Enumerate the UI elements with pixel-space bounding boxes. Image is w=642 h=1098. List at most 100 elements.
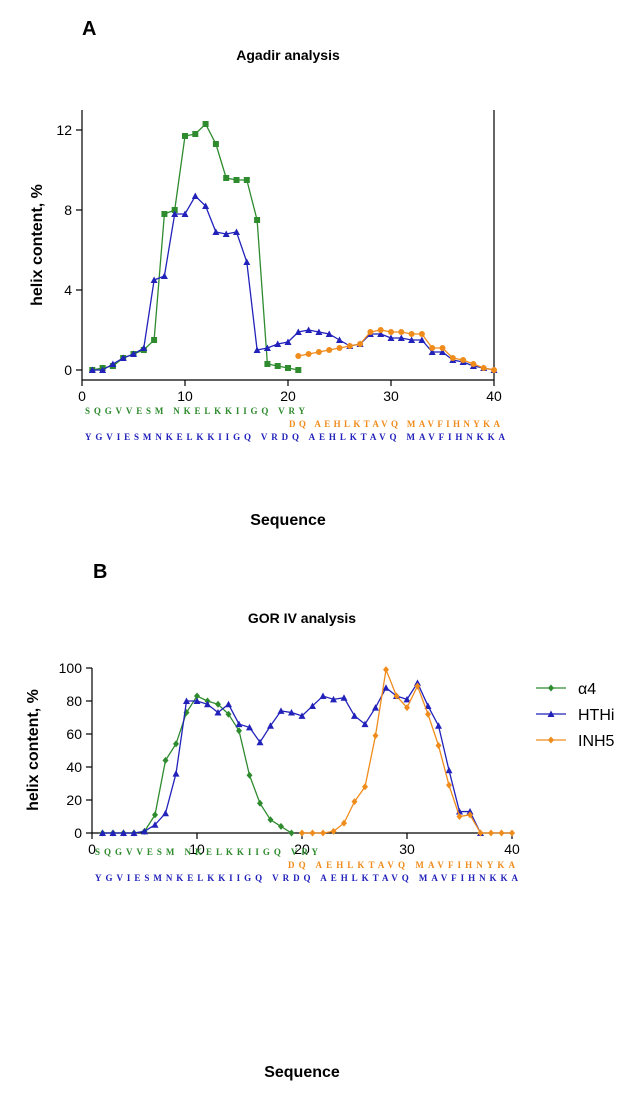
marker	[181, 210, 189, 217]
marker	[264, 361, 271, 367]
x-tick-label: 10	[189, 841, 205, 857]
x-tick-label: 30	[383, 388, 399, 404]
marker	[404, 704, 410, 712]
marker	[298, 712, 306, 719]
x-tick-label: 20	[294, 841, 310, 857]
marker	[305, 326, 313, 333]
y-axis-label: helix content, %	[25, 689, 42, 811]
marker	[212, 228, 220, 235]
marker	[141, 827, 148, 835]
marker	[330, 695, 337, 703]
marker	[445, 766, 453, 774]
marker	[172, 770, 180, 777]
series-line	[92, 194, 495, 371]
series-line	[92, 122, 299, 371]
marker	[446, 781, 452, 789]
marker	[408, 336, 416, 343]
marker	[99, 366, 107, 373]
marker	[367, 329, 374, 335]
marker	[414, 679, 421, 686]
marker	[151, 337, 158, 343]
marker	[246, 723, 253, 731]
y-tick-label: 4	[64, 282, 72, 298]
marker	[288, 709, 295, 716]
y-tick-label: 100	[59, 660, 83, 676]
marker	[449, 355, 456, 361]
marker	[498, 829, 505, 837]
marker	[509, 829, 515, 837]
marker	[233, 228, 240, 235]
marker	[233, 177, 240, 183]
marker	[435, 722, 442, 729]
y-axis-label: helix content, %	[29, 184, 46, 306]
marker	[320, 829, 326, 837]
marker	[388, 329, 394, 335]
marker	[202, 121, 209, 127]
marker	[319, 692, 327, 700]
series-line	[102, 695, 292, 834]
marker	[480, 365, 487, 371]
marker	[236, 727, 242, 735]
marker	[398, 329, 405, 335]
marker	[408, 331, 415, 337]
marker	[491, 367, 497, 373]
marker	[315, 328, 323, 335]
y-tick-label: 40	[66, 759, 82, 775]
marker	[277, 707, 285, 714]
marker	[418, 331, 425, 337]
marker	[151, 821, 159, 828]
legend-label: α4	[578, 681, 596, 698]
marker	[222, 230, 230, 237]
marker	[425, 710, 431, 718]
marker	[340, 694, 348, 701]
sequence: DQ AEHLKTAVQ MAVFIHNYKA	[289, 419, 501, 429]
marker	[214, 709, 222, 716]
marker	[294, 328, 302, 335]
marker	[435, 742, 442, 750]
panel-label: B	[93, 561, 107, 583]
marker	[460, 357, 467, 363]
marker	[424, 702, 432, 709]
marker	[130, 829, 138, 836]
marker	[243, 177, 250, 183]
marker	[171, 210, 179, 217]
x-tick-label: 40	[504, 841, 520, 857]
marker	[192, 131, 199, 137]
marker	[456, 813, 463, 820]
x-tick-label: 30	[399, 841, 415, 857]
marker	[194, 692, 200, 700]
marker	[414, 682, 421, 690]
x-tick-label: 0	[88, 841, 96, 857]
legend-marker	[547, 710, 555, 717]
y-tick-label: 20	[66, 792, 82, 808]
marker	[372, 732, 379, 740]
marker	[256, 738, 264, 746]
marker	[274, 340, 282, 347]
marker	[372, 704, 379, 711]
marker	[428, 348, 436, 355]
marker	[152, 811, 158, 819]
marker	[309, 702, 316, 709]
legend-label: INH5	[578, 733, 615, 750]
marker	[470, 361, 477, 367]
marker	[183, 697, 190, 704]
marker	[439, 345, 446, 351]
marker	[377, 330, 385, 337]
marker	[246, 771, 253, 779]
sequence: DQ AEHLKTAVQ MAVFIHNYKA	[288, 860, 516, 870]
marker	[120, 829, 127, 836]
marker	[397, 334, 405, 341]
marker	[204, 700, 211, 708]
y-tick-label: 0	[74, 825, 82, 841]
marker	[254, 217, 261, 223]
marker	[295, 367, 302, 373]
marker	[284, 338, 292, 345]
marker	[243, 258, 251, 265]
marker	[225, 700, 232, 708]
marker	[191, 192, 199, 199]
marker	[387, 334, 395, 341]
marker	[466, 808, 474, 815]
marker	[109, 360, 117, 367]
marker	[488, 829, 494, 837]
